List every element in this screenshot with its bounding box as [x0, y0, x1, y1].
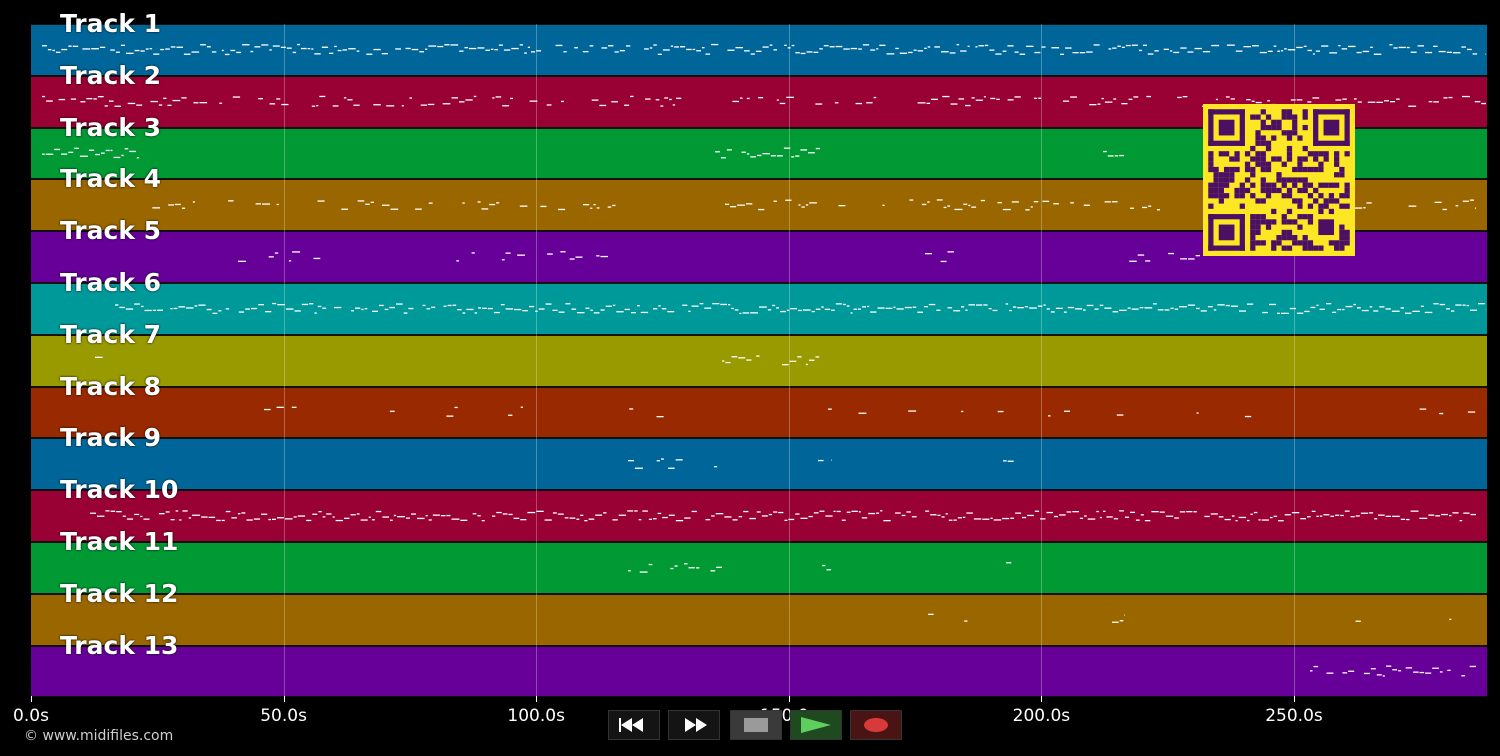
track-label: Track 2 — [60, 60, 162, 90]
track-lane[interactable] — [31, 593, 1487, 646]
qr-code-icon — [1203, 104, 1355, 256]
tick-label: 200.0s — [1012, 706, 1071, 726]
stop-icon — [744, 718, 768, 732]
track-lane[interactable] — [31, 490, 1487, 542]
record-icon — [864, 718, 888, 732]
play-icon — [801, 717, 831, 733]
tick-label: 100.0s — [507, 706, 565, 726]
track-lane[interactable] — [31, 24, 1487, 76]
rewind-button[interactable] — [608, 710, 660, 740]
tick-mark — [31, 696, 32, 702]
track-label: Track 13 — [60, 630, 179, 660]
track-label: Track 9 — [60, 423, 162, 453]
fast-forward-icon — [685, 718, 707, 732]
track-label: Track 5 — [60, 216, 162, 246]
track-label: Track 8 — [60, 371, 162, 401]
track-label: Track 11 — [60, 527, 179, 556]
track-label: Track 6 — [60, 268, 162, 297]
record-button[interactable] — [850, 710, 902, 740]
track-lane[interactable] — [31, 386, 1487, 439]
track-label: Track 1 — [60, 9, 162, 38]
copyright-text: © www.midifiles.com — [24, 728, 174, 744]
grid-line — [788, 24, 790, 696]
tick-label: 50.0s — [260, 706, 307, 726]
transport-controls — [598, 710, 902, 740]
track-label: Track 3 — [60, 112, 162, 142]
tick-label: 0.0s — [13, 706, 49, 726]
tick-mark — [283, 696, 285, 702]
tick-label: 250.0s — [1265, 706, 1323, 726]
rewind-icon — [619, 718, 643, 732]
track-label: Track 4 — [60, 164, 162, 194]
track-lane[interactable] — [31, 438, 1487, 491]
track-lane[interactable] — [31, 542, 1487, 594]
track-lane[interactable] — [31, 645, 1487, 698]
fast-forward-button[interactable] — [668, 710, 720, 740]
grid-line — [536, 24, 538, 696]
stop-button[interactable] — [730, 710, 782, 740]
tick-mark — [536, 696, 538, 702]
track-lane[interactable] — [31, 334, 1487, 387]
tick-mark — [1294, 696, 1295, 702]
play-button[interactable] — [790, 710, 842, 740]
grid-line — [1294, 24, 1295, 696]
track-label: Track 10 — [60, 475, 179, 505]
tick-mark — [788, 696, 790, 702]
grid-line — [1041, 24, 1043, 696]
track-label: Track 7 — [60, 319, 162, 349]
tick-mark — [1041, 696, 1043, 702]
track-label: Track 12 — [60, 578, 179, 608]
track-lane[interactable] — [31, 283, 1487, 335]
grid-line — [283, 24, 285, 696]
